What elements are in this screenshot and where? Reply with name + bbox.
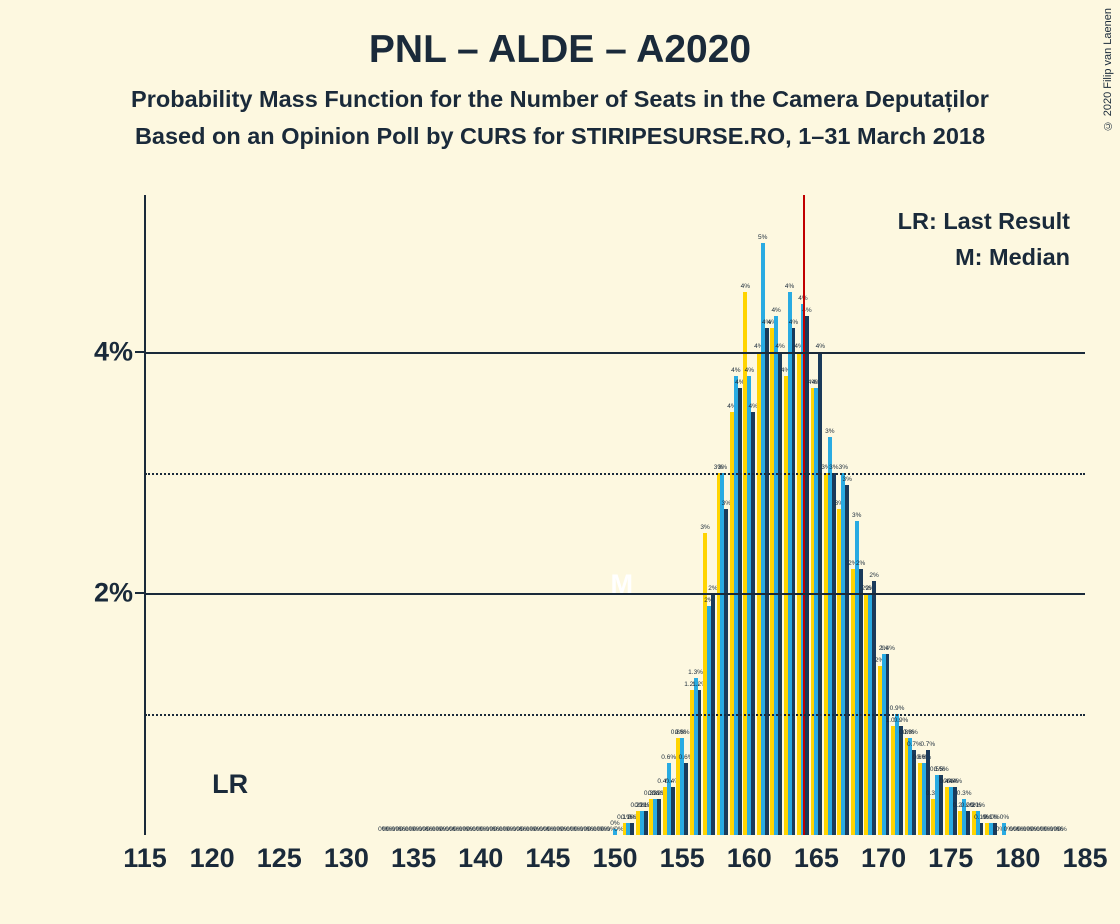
- bar-series-2: [805, 316, 809, 835]
- bar-series-2: [698, 690, 702, 835]
- bar-value-label: 4%: [775, 343, 784, 350]
- x-tick-label: 170: [861, 843, 906, 874]
- x-tick-label: 130: [324, 843, 369, 874]
- bar-value-label: 4%: [816, 343, 825, 350]
- bar-series-2: [832, 473, 836, 835]
- x-tick-label: 155: [660, 843, 705, 874]
- x-tick-label: 150: [592, 843, 637, 874]
- x-tick-label: 120: [190, 843, 235, 874]
- bar-series-2: [738, 388, 742, 835]
- bar-value-label: 1.4%: [880, 645, 895, 652]
- bar-value-label: 2%: [856, 560, 865, 567]
- bar-series-2: [671, 787, 675, 835]
- lr-marker: LR: [212, 769, 248, 800]
- bar-series-2: [899, 726, 903, 835]
- bar-value-label: 3%: [839, 464, 848, 471]
- bar-series-2: [886, 654, 890, 835]
- x-tick-label: 115: [123, 843, 167, 874]
- bar-value-label: 4%: [745, 367, 754, 374]
- y-tick-mark: [135, 592, 145, 594]
- y-tick-label: 4%: [85, 336, 133, 367]
- x-tick-label: 185: [1062, 843, 1107, 874]
- bar-value-label: 0.9%: [894, 717, 909, 724]
- bar-value-label: 3%: [700, 524, 709, 531]
- bar-value-label: 4%: [789, 319, 798, 326]
- bar-value-label: 0.4%: [947, 778, 962, 785]
- x-tick-label: 125: [257, 843, 302, 874]
- bar-value-label: 3%: [829, 464, 838, 471]
- median-marker: M: [610, 569, 633, 600]
- x-tick-label: 145: [525, 843, 570, 874]
- plot-area: LR: Last Result M: Median 0%0%0%0%0%0%0%…: [145, 195, 1085, 835]
- bar-value-label: 0%: [1000, 814, 1009, 821]
- bar-value-label: 4%: [771, 307, 780, 314]
- chart: LR: Last Result M: Median 0%0%0%0%0%0%0%…: [85, 195, 1095, 835]
- bar-value-label: 0.6%: [661, 754, 676, 761]
- subtitle-1: Probability Mass Function for the Number…: [0, 86, 1120, 113]
- bar-series-2: [845, 485, 849, 835]
- bar-value-label: 0.3%: [957, 790, 972, 797]
- bar-series-2: [980, 823, 984, 835]
- bar-value-label: 0.8%: [675, 729, 690, 736]
- x-tick-label: 135: [391, 843, 436, 874]
- x-tick-label: 160: [727, 843, 772, 874]
- x-tick-label: 180: [995, 843, 1040, 874]
- bar-value-label: 3%: [843, 476, 852, 483]
- bar-value-label: 0.8%: [903, 729, 918, 736]
- grid-major: [145, 352, 1085, 354]
- legend-lr: LR: Last Result: [898, 203, 1070, 239]
- bar-value-label: 0.5%: [934, 766, 949, 773]
- bar-value-label: 3%: [718, 464, 727, 471]
- grid-minor: [145, 714, 1085, 716]
- copyright-text: © 2020 Filip van Laenen: [1102, 8, 1114, 131]
- grid-minor: [145, 473, 1085, 475]
- title-block: PNL – ALDE – A2020 Probability Mass Func…: [0, 0, 1120, 150]
- y-tick-label: 2%: [85, 578, 133, 609]
- y-tick-mark: [135, 351, 145, 353]
- bar-series-2: [859, 569, 863, 835]
- subtitle-2: Based on an Opinion Poll by CURS for STI…: [0, 123, 1120, 150]
- bar-value-label: 0.7%: [920, 741, 935, 748]
- x-tick-label: 175: [928, 843, 973, 874]
- bar-value-label: 5%: [758, 234, 767, 241]
- legend: LR: Last Result M: Median: [898, 203, 1070, 276]
- bar-series-2: [872, 581, 876, 835]
- bar-series-2: [912, 750, 916, 835]
- grid-major: [145, 593, 1085, 595]
- bar-series-2: [792, 328, 796, 835]
- bar-value-label: 4%: [741, 283, 750, 290]
- bar-value-label: 0%: [990, 814, 999, 821]
- x-tick-label: 140: [458, 843, 503, 874]
- bar-series-2: [765, 328, 769, 835]
- bar-value-label: 4%: [731, 367, 740, 374]
- bar-value-label: 0.9%: [890, 705, 905, 712]
- bar-value-label: 4%: [785, 283, 794, 290]
- bar-value-label: 3%: [852, 512, 861, 519]
- bar-series-2: [630, 823, 634, 835]
- bar-value-label: 2%: [869, 572, 878, 579]
- legend-m: M: Median: [898, 239, 1070, 275]
- reference-line: [803, 195, 805, 835]
- bar-value-label: 3%: [825, 428, 834, 435]
- x-tick-label: 165: [794, 843, 839, 874]
- bar-value-label: 1.3%: [688, 669, 703, 676]
- main-title: PNL – ALDE – A2020: [0, 28, 1120, 72]
- bar-value-label: 0%: [1057, 826, 1066, 833]
- bar-series-2: [751, 412, 755, 835]
- bar-series-2: [684, 763, 688, 835]
- bar-series-2: [966, 811, 970, 835]
- bar-series-2: [724, 509, 728, 835]
- bar-value-label: 0.1%: [970, 802, 985, 809]
- bar-series-2: [657, 799, 661, 835]
- bar-series-2: [644, 811, 648, 835]
